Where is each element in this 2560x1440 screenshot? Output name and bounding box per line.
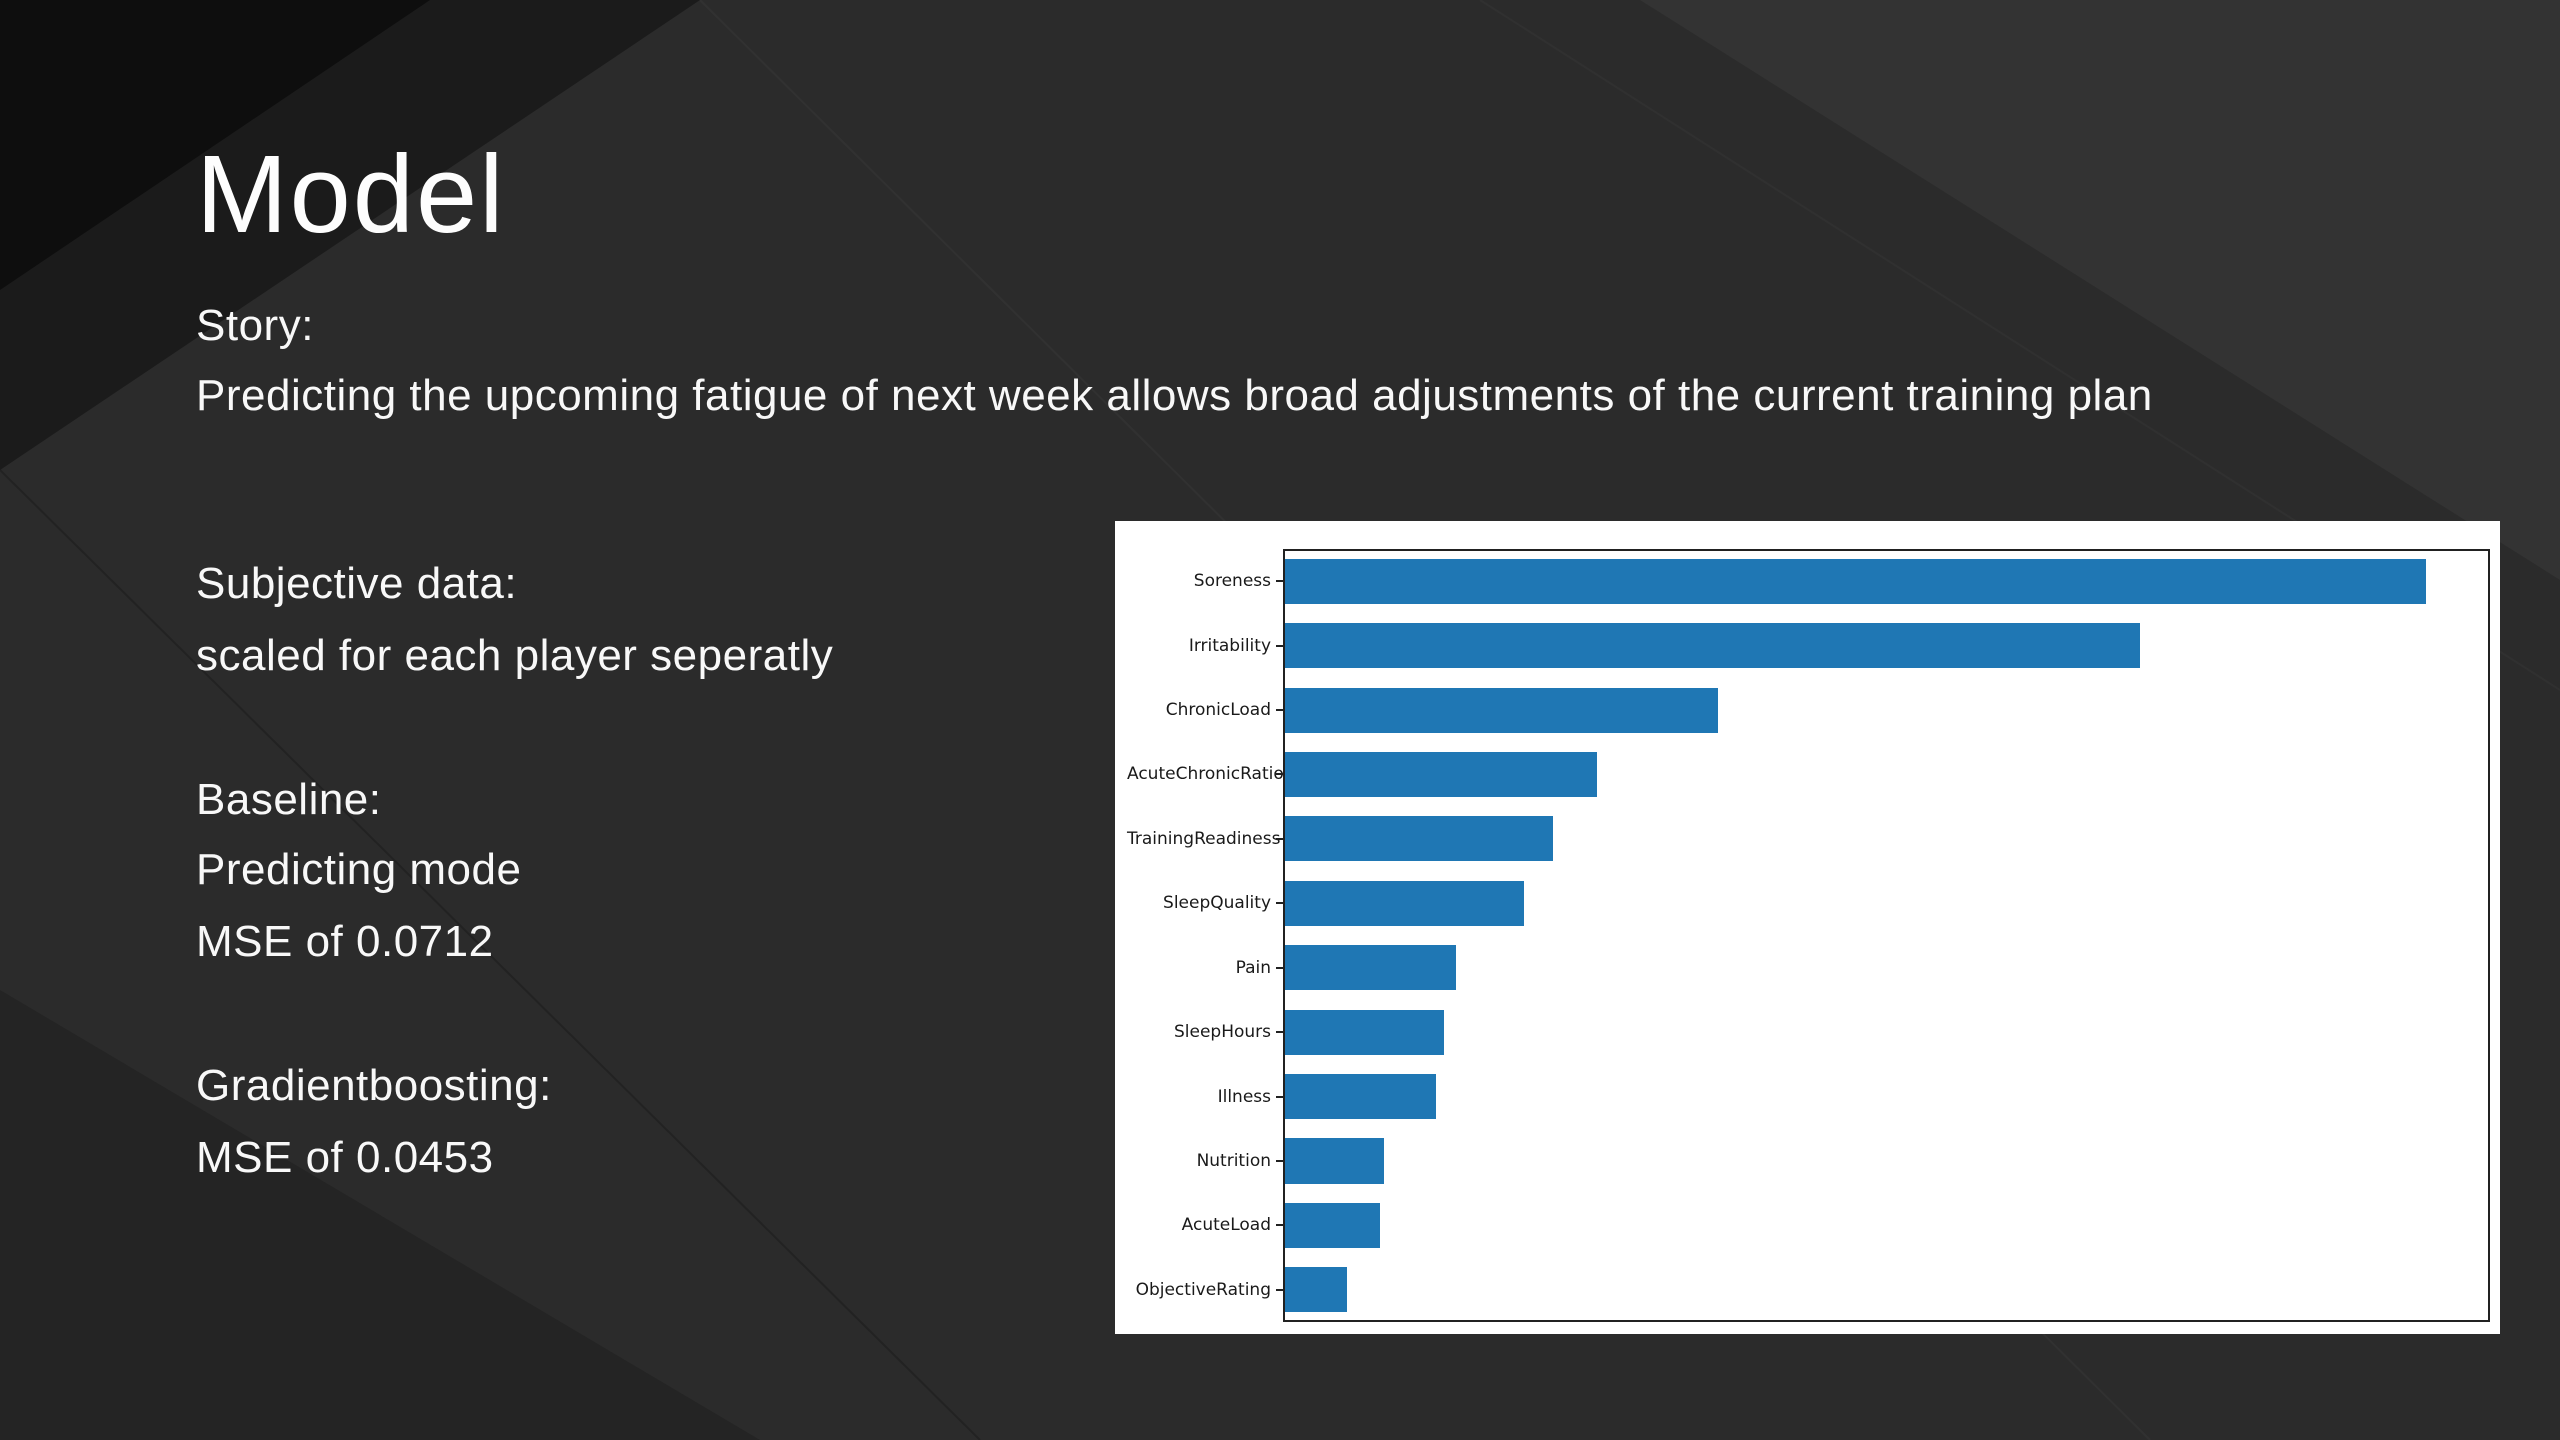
y-tick-label: Illness — [1217, 1086, 1271, 1107]
chart-row: Illness — [1127, 1064, 2490, 1128]
chart-row: SleepQuality — [1127, 871, 2490, 935]
y-tick-mark — [1276, 1224, 1283, 1227]
bar — [1283, 1074, 1436, 1120]
bar-track — [1283, 1258, 2490, 1322]
bar-track — [1283, 742, 2490, 806]
y-tick-label: SleepQuality — [1163, 893, 1271, 914]
bar-track — [1283, 1000, 2490, 1064]
y-tick-mark — [1276, 580, 1283, 583]
y-tick-label: ChronicLoad — [1165, 700, 1271, 721]
y-tick-mark — [1276, 837, 1283, 840]
y-tick-mark — [1276, 902, 1283, 905]
y-tick-label: AcuteLoad — [1181, 1215, 1271, 1236]
bar-track — [1283, 613, 2490, 677]
bar — [1283, 945, 1456, 991]
y-tick-mark — [1276, 966, 1283, 969]
gradientboosting-mse-text: MSE of 0.0453 — [196, 1133, 494, 1182]
bar — [1283, 623, 2140, 669]
subjective-data-label: Subjective data: — [196, 559, 518, 608]
y-tick-mark — [1276, 773, 1283, 776]
chart-row: ObjectiveRating — [1127, 1258, 2490, 1322]
story-label: Story: — [196, 301, 314, 350]
chart-rows: Soreness Irritability ChronicLoad AcuteChro… — [1127, 549, 2490, 1322]
y-tick-label: TrainingReadiness — [1127, 828, 1281, 849]
chart-row: Pain — [1127, 936, 2490, 1000]
y-tick-label: AcuteChronicRatio — [1127, 764, 1284, 785]
bar — [1283, 880, 1525, 926]
y-tick-label: SleepHours — [1173, 1022, 1271, 1043]
y-tick-mark — [1276, 644, 1283, 647]
y-tick-mark — [1276, 709, 1283, 712]
slide-title: Model — [196, 133, 506, 256]
bar-track — [1283, 807, 2490, 871]
chart-row: TrainingReadiness — [1127, 807, 2490, 871]
y-tick-mark — [1276, 1031, 1283, 1034]
y-tick-label: Pain — [1235, 957, 1271, 978]
bar-track — [1283, 549, 2490, 613]
bar — [1283, 1267, 1348, 1313]
chart-row: Soreness — [1127, 549, 2490, 613]
bar — [1283, 1138, 1384, 1184]
chart-row: SleepHours — [1127, 1000, 2490, 1064]
bar-track — [1283, 1064, 2490, 1128]
chart-row: ChronicLoad — [1127, 678, 2490, 742]
subjective-data-text: scaled for each player seperatly — [196, 631, 834, 680]
y-tick-mark — [1276, 1288, 1283, 1291]
bar-track — [1283, 1129, 2490, 1193]
bar — [1283, 1202, 1380, 1248]
y-tick-label: Irritability — [1188, 635, 1271, 656]
y-tick-label: ObjectiveRating — [1135, 1279, 1271, 1300]
bar-track — [1283, 678, 2490, 742]
bar-track — [1283, 871, 2490, 935]
chart-row: Nutrition — [1127, 1129, 2490, 1193]
chart-row: AcuteChronicRatio — [1127, 742, 2490, 806]
baseline-label: Baseline: — [196, 775, 382, 824]
baseline-mse-text: MSE of 0.0712 — [196, 917, 494, 966]
chart-row: AcuteLoad — [1127, 1193, 2490, 1257]
bar — [1283, 816, 1553, 862]
baseline-model-text: Predicting mode — [196, 845, 522, 894]
bar — [1283, 751, 1597, 798]
y-tick-mark — [1276, 1095, 1283, 1098]
bar — [1283, 1009, 1444, 1055]
feature-importance-chart: Soreness Irritability ChronicLoad AcuteChro… — [1115, 521, 2500, 1334]
gradientboosting-label: Gradientboosting: — [196, 1061, 552, 1110]
y-tick-label: Nutrition — [1196, 1151, 1271, 1171]
story-text: Predicting the upcoming fatigue of next … — [196, 371, 2153, 420]
bar — [1283, 558, 2426, 604]
bar-track — [1283, 936, 2490, 1000]
bar-track — [1283, 1193, 2490, 1257]
y-tick-label: Soreness — [1193, 571, 1271, 592]
y-tick-mark — [1276, 1160, 1283, 1162]
bar — [1283, 687, 1718, 733]
chart-row: Irritability — [1127, 613, 2490, 677]
